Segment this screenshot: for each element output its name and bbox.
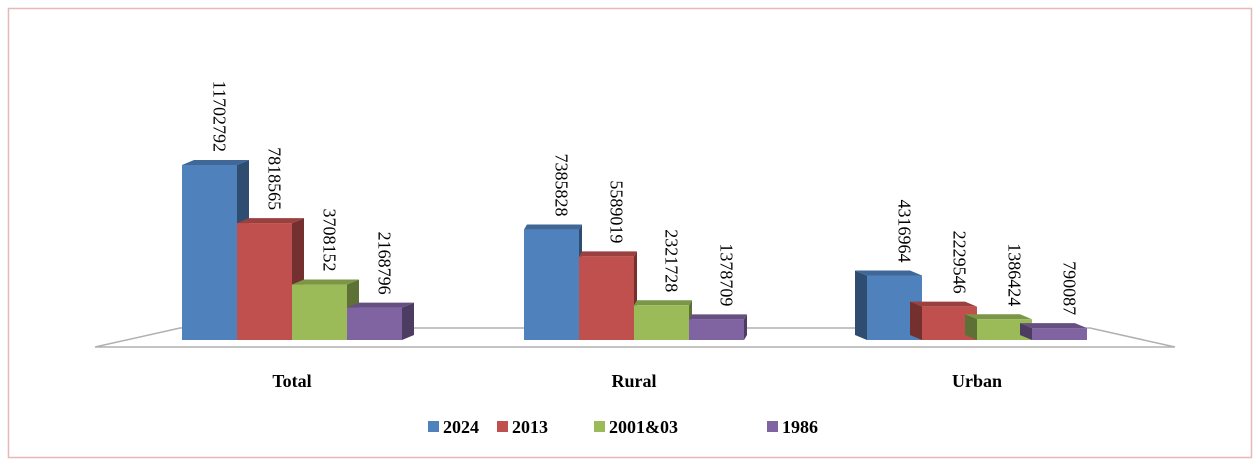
bar-top [634, 300, 692, 306]
data-label: 1386424 [1004, 243, 1024, 306]
x-tick-label: Urban [952, 371, 1002, 391]
bar [182, 165, 237, 340]
legend-swatch [767, 421, 778, 432]
bar [292, 284, 347, 340]
bar [347, 307, 402, 340]
bar-side [855, 270, 867, 340]
data-label: 7818565 [264, 147, 284, 210]
bar [1032, 328, 1087, 340]
legend-swatch [428, 421, 439, 432]
legend-label: 1986 [782, 417, 818, 437]
bar-top [1020, 323, 1087, 329]
data-label: 2229546 [949, 231, 969, 294]
bar-top [292, 279, 359, 285]
data-label: 2168796 [374, 232, 394, 295]
bar-top [347, 302, 414, 308]
bar [689, 319, 744, 340]
data-label: 2321728 [661, 229, 681, 292]
bar-top [965, 314, 1032, 320]
data-label: 7385828 [551, 154, 571, 217]
bar-side [1020, 323, 1032, 340]
bar-side [910, 301, 922, 340]
legend-label: 2024 [443, 417, 479, 437]
bar [524, 229, 579, 340]
legend-swatch [594, 421, 605, 432]
bar [579, 256, 634, 340]
legend-label: 2013 [512, 417, 548, 437]
data-label: 790087 [1059, 261, 1079, 315]
bar-top [910, 301, 977, 307]
bar-side [402, 302, 414, 340]
bar-top [182, 160, 249, 165]
bar-top [855, 270, 922, 276]
bar-top [579, 251, 637, 257]
bar-top [689, 314, 747, 320]
data-label: 5589019 [606, 180, 626, 243]
bar-top [237, 218, 304, 224]
x-tick-label: Rural [612, 371, 657, 391]
bar-side [965, 314, 977, 340]
data-label: 1378709 [716, 243, 736, 306]
data-label: 3708152 [319, 209, 339, 272]
bar [237, 223, 292, 340]
bar [977, 319, 1032, 340]
bar-side [744, 314, 747, 340]
data-label: 11702792 [209, 81, 229, 152]
bar [634, 305, 689, 340]
data-label: 4316964 [894, 199, 914, 262]
x-tick-label: Total [272, 371, 311, 391]
legend-swatch [497, 421, 508, 432]
legend-label: 2001&03 [609, 417, 678, 437]
bar-top [524, 224, 582, 230]
